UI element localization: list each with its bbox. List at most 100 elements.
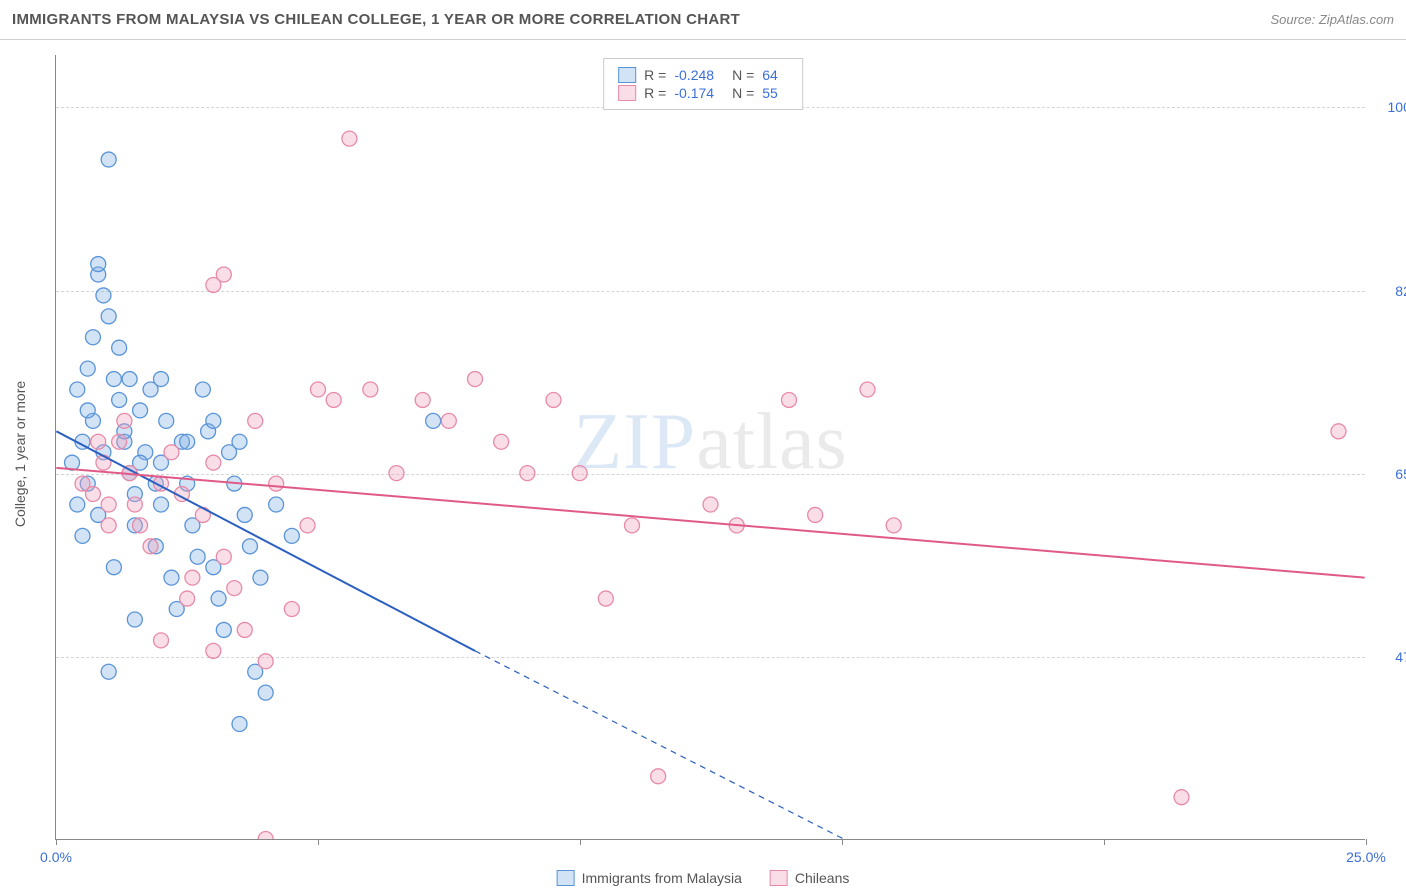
data-point bbox=[326, 392, 341, 407]
trend-line bbox=[56, 468, 1364, 578]
data-point bbox=[886, 518, 901, 533]
n-value: 55 bbox=[762, 85, 778, 101]
data-point bbox=[101, 518, 116, 533]
data-point bbox=[127, 612, 142, 627]
data-point bbox=[227, 581, 242, 596]
data-point bbox=[342, 131, 357, 146]
y-tick-label: 82.5% bbox=[1375, 283, 1406, 299]
data-point bbox=[127, 497, 142, 512]
data-point bbox=[441, 413, 456, 428]
data-point bbox=[133, 518, 148, 533]
data-point bbox=[133, 403, 148, 418]
data-point bbox=[269, 497, 284, 512]
data-point bbox=[112, 434, 127, 449]
x-tick-label: 25.0% bbox=[1346, 849, 1386, 865]
legend-swatch bbox=[770, 870, 788, 886]
data-point bbox=[101, 497, 116, 512]
data-point bbox=[546, 392, 561, 407]
data-point bbox=[248, 413, 263, 428]
data-point bbox=[269, 476, 284, 491]
data-point bbox=[216, 622, 231, 637]
x-tick-label: 0.0% bbox=[40, 849, 72, 865]
data-point bbox=[703, 497, 718, 512]
data-point bbox=[389, 466, 404, 481]
data-point bbox=[180, 434, 195, 449]
data-point bbox=[520, 466, 535, 481]
data-point bbox=[106, 560, 121, 575]
legend-item: Immigrants from Malaysia bbox=[557, 870, 742, 886]
data-point bbox=[206, 277, 221, 292]
data-point bbox=[363, 382, 378, 397]
data-point bbox=[96, 455, 111, 470]
x-tick bbox=[580, 839, 581, 845]
legend-swatch bbox=[618, 67, 636, 83]
data-point bbox=[70, 382, 85, 397]
legend-item: Chileans bbox=[770, 870, 849, 886]
chart-title: IMMIGRANTS FROM MALAYSIA VS CHILEAN COLL… bbox=[12, 11, 740, 28]
y-tick-label: 65.0% bbox=[1375, 466, 1406, 482]
data-point bbox=[195, 382, 210, 397]
data-point bbox=[808, 507, 823, 522]
data-point bbox=[154, 372, 169, 387]
legend-label: Immigrants from Malaysia bbox=[582, 870, 742, 886]
data-point bbox=[122, 372, 137, 387]
data-point bbox=[598, 591, 613, 606]
legend-swatch bbox=[618, 85, 636, 101]
y-tick-label: 100.0% bbox=[1375, 99, 1406, 115]
x-tick bbox=[1104, 839, 1105, 845]
data-point bbox=[426, 413, 441, 428]
r-value: -0.174 bbox=[674, 85, 714, 101]
data-point bbox=[311, 382, 326, 397]
trend-line-extrapolated bbox=[475, 651, 946, 839]
data-point bbox=[80, 403, 95, 418]
data-point bbox=[75, 528, 90, 543]
data-point bbox=[284, 602, 299, 617]
y-axis-label: College, 1 year or more bbox=[12, 381, 28, 527]
r-label: R = bbox=[644, 67, 666, 83]
data-point bbox=[415, 392, 430, 407]
legend-swatch bbox=[557, 870, 575, 886]
data-point bbox=[190, 549, 205, 564]
stats-row: R =-0.248N =64 bbox=[618, 67, 788, 83]
data-point bbox=[782, 392, 797, 407]
data-point bbox=[164, 570, 179, 585]
data-point bbox=[494, 434, 509, 449]
data-point bbox=[572, 466, 587, 481]
data-point bbox=[106, 372, 121, 387]
x-tick bbox=[1366, 839, 1367, 845]
data-point bbox=[185, 570, 200, 585]
data-point bbox=[253, 570, 268, 585]
data-point bbox=[1331, 424, 1346, 439]
n-value: 64 bbox=[762, 67, 778, 83]
data-point bbox=[101, 309, 116, 324]
source-label: Source: ZipAtlas.com bbox=[1270, 12, 1394, 27]
chart-svg bbox=[56, 55, 1365, 839]
data-point bbox=[258, 685, 273, 700]
data-point bbox=[154, 633, 169, 648]
data-point bbox=[101, 664, 116, 679]
correlation-stats-box: R =-0.248N =64R =-0.174N =55 bbox=[603, 58, 803, 110]
data-point bbox=[211, 591, 226, 606]
data-point bbox=[232, 717, 247, 732]
data-point bbox=[206, 643, 221, 658]
data-point bbox=[860, 382, 875, 397]
data-point bbox=[96, 288, 111, 303]
data-point bbox=[1174, 790, 1189, 805]
x-tick bbox=[842, 839, 843, 845]
stats-row: R =-0.174N =55 bbox=[618, 85, 788, 101]
data-point bbox=[258, 654, 273, 669]
title-bar: IMMIGRANTS FROM MALAYSIA VS CHILEAN COLL… bbox=[0, 0, 1406, 40]
data-point bbox=[232, 434, 247, 449]
series-legend: Immigrants from Malaysia Chileans bbox=[557, 870, 850, 886]
data-point bbox=[159, 413, 174, 428]
trend-line bbox=[56, 431, 475, 651]
x-tick bbox=[56, 839, 57, 845]
data-point bbox=[91, 257, 106, 272]
data-point bbox=[85, 487, 100, 502]
data-point bbox=[85, 330, 100, 345]
data-point bbox=[300, 518, 315, 533]
data-point bbox=[80, 361, 95, 376]
legend-label: Chileans bbox=[795, 870, 849, 886]
data-point bbox=[143, 539, 158, 554]
r-value: -0.248 bbox=[674, 67, 714, 83]
